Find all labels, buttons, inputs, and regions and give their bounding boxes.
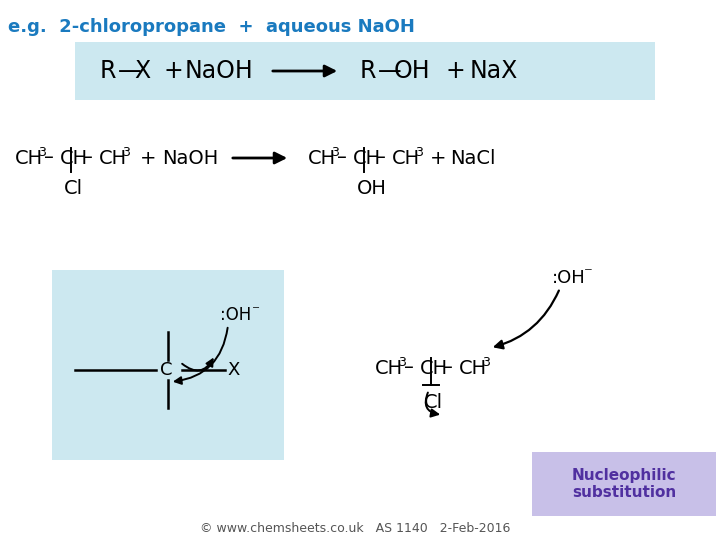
Text: +: + bbox=[430, 148, 446, 167]
Text: 3: 3 bbox=[38, 146, 46, 159]
Text: :OH: :OH bbox=[552, 269, 586, 287]
FancyBboxPatch shape bbox=[52, 270, 284, 460]
Text: © www.chemsheets.co.uk   AS 1140   2-Feb-2016: © www.chemsheets.co.uk AS 1140 2-Feb-201… bbox=[200, 522, 510, 535]
Text: 3: 3 bbox=[331, 146, 339, 159]
Text: CH: CH bbox=[15, 148, 43, 167]
Text: –: – bbox=[337, 148, 347, 167]
Text: CH: CH bbox=[99, 148, 127, 167]
Text: —: — bbox=[378, 59, 402, 83]
Text: CH: CH bbox=[375, 359, 403, 377]
Text: X: X bbox=[134, 59, 150, 83]
Text: NaOH: NaOH bbox=[162, 148, 218, 167]
Text: –: – bbox=[404, 359, 414, 377]
Text: X: X bbox=[227, 361, 239, 379]
Text: C: C bbox=[160, 361, 173, 379]
Text: ⁻: ⁻ bbox=[584, 264, 593, 282]
Text: CH: CH bbox=[459, 359, 487, 377]
Text: Nucleophilic
substitution: Nucleophilic substitution bbox=[572, 468, 676, 500]
FancyBboxPatch shape bbox=[532, 452, 716, 516]
Text: –: – bbox=[376, 148, 386, 167]
Text: +: + bbox=[445, 59, 464, 83]
Text: NaCl: NaCl bbox=[450, 148, 495, 167]
Text: ⁻: ⁻ bbox=[252, 303, 260, 319]
Text: R: R bbox=[360, 59, 377, 83]
Text: CH: CH bbox=[353, 148, 381, 167]
Text: +: + bbox=[163, 59, 183, 83]
Text: 3: 3 bbox=[122, 146, 130, 159]
Text: CH: CH bbox=[308, 148, 336, 167]
Text: —: — bbox=[118, 59, 142, 83]
Text: 3: 3 bbox=[398, 356, 406, 369]
Text: OH: OH bbox=[357, 179, 387, 198]
Text: –: – bbox=[443, 359, 453, 377]
FancyBboxPatch shape bbox=[75, 42, 655, 100]
Text: Cl: Cl bbox=[424, 393, 443, 411]
Text: :OH: :OH bbox=[220, 306, 251, 324]
Text: –: – bbox=[44, 148, 54, 167]
Text: 3: 3 bbox=[482, 356, 490, 369]
Text: R: R bbox=[100, 59, 117, 83]
Text: CH: CH bbox=[420, 359, 448, 377]
Text: NaX: NaX bbox=[470, 59, 518, 83]
Text: +: + bbox=[140, 148, 156, 167]
Text: Cl: Cl bbox=[64, 179, 83, 198]
Text: –: – bbox=[83, 148, 93, 167]
Text: e.g.  2-chloropropane  +  aqueous NaOH: e.g. 2-chloropropane + aqueous NaOH bbox=[8, 18, 415, 36]
Text: CH: CH bbox=[60, 148, 88, 167]
Text: OH: OH bbox=[394, 59, 431, 83]
Text: 3: 3 bbox=[415, 146, 423, 159]
Text: NaOH: NaOH bbox=[185, 59, 253, 83]
Text: CH: CH bbox=[392, 148, 420, 167]
